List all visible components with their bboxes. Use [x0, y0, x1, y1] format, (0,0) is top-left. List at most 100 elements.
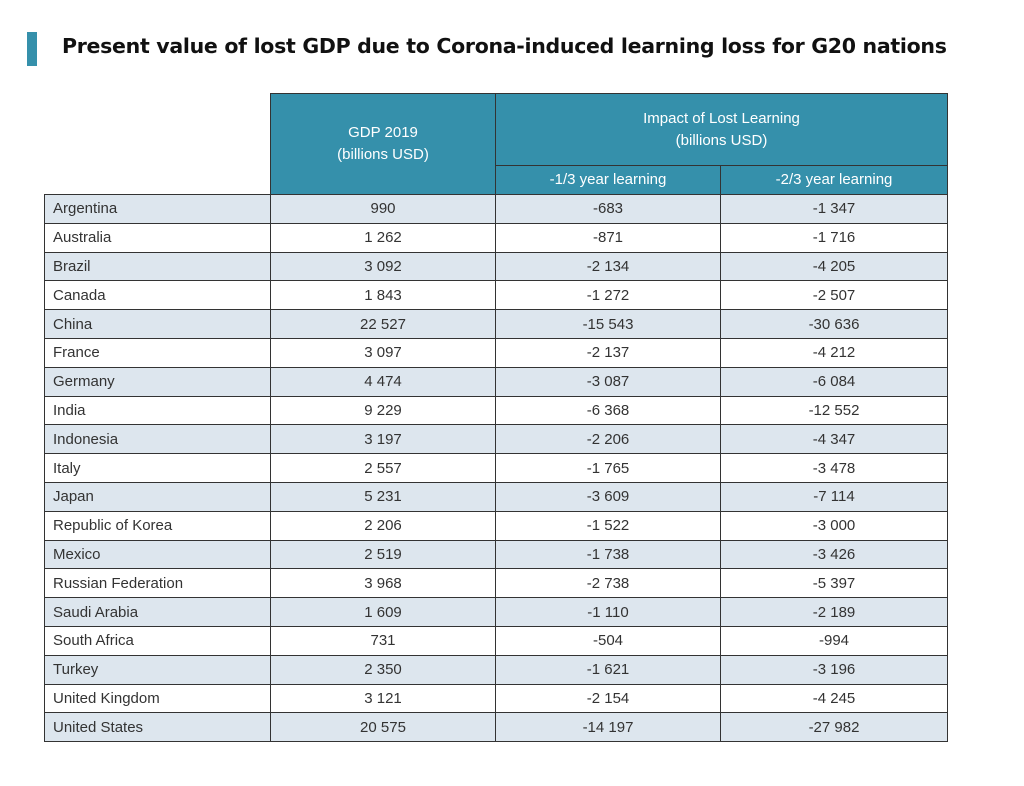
loss-one-third-cell: -15 543 — [495, 309, 721, 339]
loss-one-third-cell: -871 — [495, 222, 721, 253]
loss-one-third-cell: -2 206 — [495, 424, 721, 455]
loss-two-thirds-cell: -5 397 — [719, 568, 949, 599]
table-row: Republic of Korea 2 206 -1 522 -3 000 — [44, 510, 949, 541]
loss-one-third-cell: -504 — [495, 625, 721, 656]
loss-one-third-cell: -1 738 — [495, 539, 721, 570]
accent-bar — [27, 32, 37, 66]
table-row: South Africa 731 -504 -994 — [44, 625, 949, 656]
gdp-cell: 2 557 — [270, 453, 496, 483]
country-cell: Turkey — [44, 654, 271, 685]
country-cell: Republic of Korea — [44, 510, 271, 541]
gdp-cell: 2 519 — [270, 539, 496, 570]
loss-one-third-cell: -2 738 — [495, 568, 721, 599]
country-cell: Saudi Arabia — [44, 597, 271, 627]
gdp-cell: 20 575 — [270, 712, 496, 743]
loss-one-third-cell: -2 134 — [495, 251, 721, 282]
header-two-thirds: -2/3 year learning — [719, 165, 949, 195]
loss-two-thirds-cell: -27 982 — [719, 712, 949, 743]
gdp-cell: 990 — [270, 194, 496, 224]
country-cell: United States — [44, 712, 271, 743]
header-gdp-line1: GDP 2019 — [348, 124, 418, 141]
country-cell: United Kingdom — [44, 683, 271, 714]
country-cell: Argentina — [44, 194, 271, 224]
gdp-cell: 4 474 — [270, 366, 496, 397]
loss-two-thirds-cell: -30 636 — [719, 309, 949, 339]
loss-one-third-cell: -3 087 — [495, 366, 721, 397]
loss-one-third-cell: -1 621 — [495, 654, 721, 685]
country-cell: Canada — [44, 280, 271, 311]
header-impact-line1: Impact of Lost Learning — [643, 109, 800, 127]
table-row: Russian Federation 3 968 -2 738 -5 397 — [44, 568, 949, 599]
country-cell: India — [44, 395, 271, 426]
header-impact: Impact of Lost Learning (billions USD) — [494, 93, 949, 166]
corner-cell — [44, 93, 271, 195]
gdp-cell: 9 229 — [270, 395, 496, 426]
loss-two-thirds-cell: -1 716 — [719, 222, 949, 253]
table-row: Turkey 2 350 -1 621 -3 196 — [44, 654, 949, 685]
loss-two-thirds-cell: -4 347 — [719, 424, 949, 455]
table-row: Germany 4 474 -3 087 -6 084 — [44, 366, 949, 397]
country-cell: Germany — [44, 366, 271, 397]
table-body: Argentina 990 -683 -1 347 Australia 1 262 -871… — [44, 194, 949, 743]
table-row: Mexico 2 519 -1 738 -3 426 — [44, 539, 949, 570]
gdp-cell: 2 350 — [270, 654, 496, 685]
country-cell: South Africa — [44, 625, 271, 656]
header-impact-line2: (billions USD) — [675, 131, 768, 149]
loss-two-thirds-cell: -12 552 — [719, 395, 949, 426]
gdp-cell: 3 097 — [270, 337, 496, 368]
gdp-cell: 3 968 — [270, 568, 496, 599]
country-cell: Italy — [44, 453, 271, 483]
loss-two-thirds-cell: -994 — [719, 625, 949, 656]
table-row: China 22 527 -15 543 -30 636 — [44, 309, 949, 339]
table-row: Argentina 990 -683 -1 347 — [44, 194, 949, 224]
gdp-cell: 731 — [270, 625, 496, 656]
table-row: Indonesia 3 197 -2 206 -4 347 — [44, 424, 949, 455]
gdp-cell: 3 121 — [270, 683, 496, 714]
table-row: France 3 097 -2 137 -4 212 — [44, 337, 949, 368]
country-cell: China — [44, 309, 271, 339]
gdp-cell: 1 843 — [270, 280, 496, 311]
loss-one-third-cell: -1 522 — [495, 510, 721, 541]
loss-one-third-cell: -1 272 — [495, 280, 721, 311]
gdp-cell: 5 231 — [270, 481, 496, 512]
table-row: Canada 1 843 -1 272 -2 507 — [44, 280, 949, 311]
table-row: Japan 5 231 -3 609 -7 114 — [44, 481, 949, 512]
table-row: United Kingdom 3 121 -2 154 -4 245 — [44, 683, 949, 714]
header-gdp-line2: (billions USD) — [337, 146, 429, 163]
loss-two-thirds-cell: -2 189 — [719, 597, 949, 627]
country-cell: Russian Federation — [44, 568, 271, 599]
country-cell: Japan — [44, 481, 271, 512]
loss-two-thirds-cell: -4 212 — [719, 337, 949, 368]
table-row: India 9 229 -6 368 -12 552 — [44, 395, 949, 426]
gdp-cell: 3 092 — [270, 251, 496, 282]
loss-one-third-cell: -683 — [495, 194, 721, 224]
country-cell: France — [44, 337, 271, 368]
gdp-cell: 1 262 — [270, 222, 496, 253]
loss-two-thirds-cell: -6 084 — [719, 366, 949, 397]
loss-one-third-cell: -1 765 — [495, 453, 721, 483]
loss-one-third-cell: -14 197 — [495, 712, 721, 743]
country-cell: Indonesia — [44, 424, 271, 455]
loss-two-thirds-cell: -3 000 — [719, 510, 949, 541]
country-cell: Mexico — [44, 539, 271, 570]
loss-two-thirds-cell: -3 478 — [719, 453, 949, 483]
gdp-cell: 3 197 — [270, 424, 496, 455]
country-cell: Brazil — [44, 251, 271, 282]
loss-two-thirds-cell: -3 196 — [719, 654, 949, 685]
gdp-cell: 2 206 — [270, 510, 496, 541]
gdp-loss-table: GDP 2019 (billions USD) Impact of Lost L… — [44, 93, 949, 743]
loss-one-third-cell: -2 137 — [495, 337, 721, 368]
country-cell: Australia — [44, 222, 271, 253]
table-row: Brazil 3 092 -2 134 -4 205 — [44, 251, 949, 282]
loss-one-third-cell: -3 609 — [495, 481, 721, 512]
header-one-third: -1/3 year learning — [495, 165, 721, 195]
table-row: United States 20 575 -14 197 -27 982 — [44, 712, 949, 743]
page-title: Present value of lost GDP due to Corona-… — [62, 34, 947, 58]
loss-two-thirds-cell: -3 426 — [719, 539, 949, 570]
loss-two-thirds-cell: -4 245 — [719, 683, 949, 714]
table-row: Saudi Arabia 1 609 -1 110 -2 189 — [44, 597, 949, 627]
gdp-cell: 22 527 — [270, 309, 496, 339]
table-row: Italy 2 557 -1 765 -3 478 — [44, 453, 949, 483]
loss-two-thirds-cell: -2 507 — [719, 280, 949, 311]
loss-one-third-cell: -2 154 — [495, 683, 721, 714]
